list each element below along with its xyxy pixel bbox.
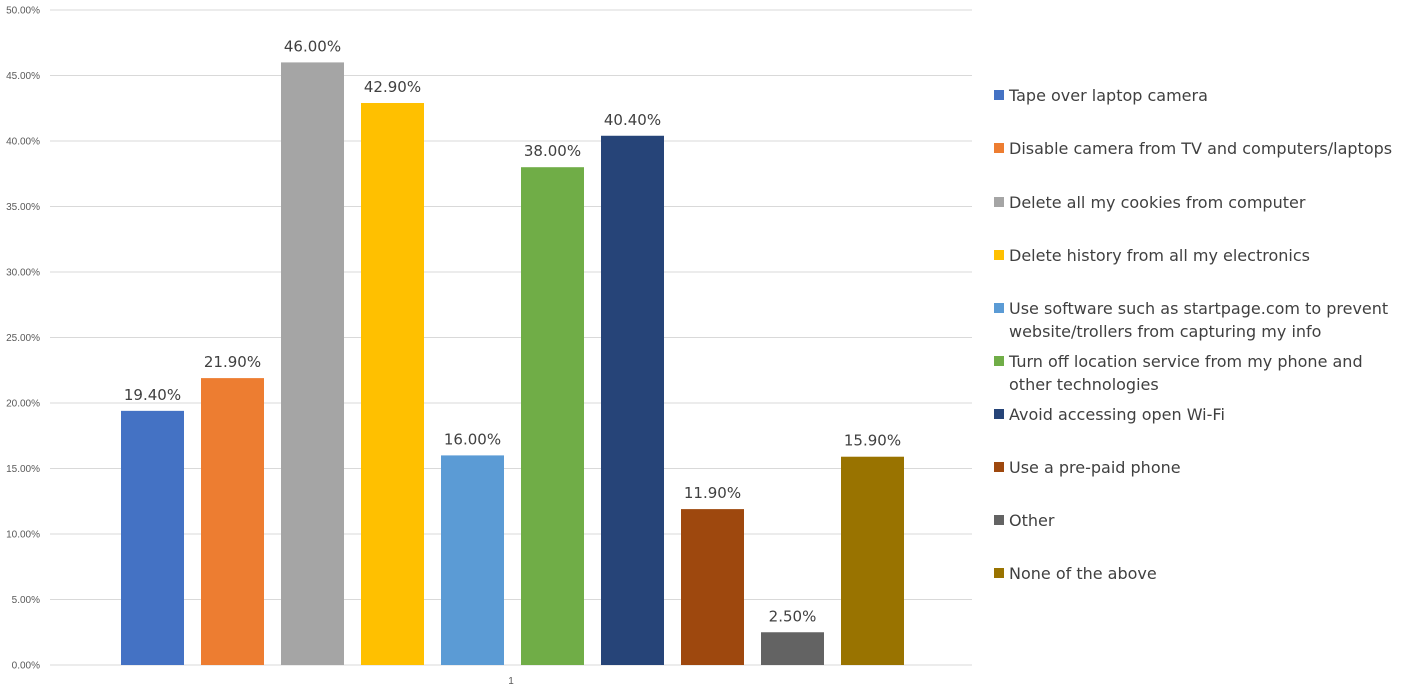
legend-swatch [994, 197, 1004, 207]
data-label: 46.00% [284, 37, 341, 55]
legend-item: Use software such as startpage.com to pr… [994, 297, 1399, 343]
legend-swatch [994, 250, 1004, 260]
y-tick-label: 30.00% [6, 268, 40, 279]
legend-item: Tape over laptop camera [994, 84, 1399, 107]
bar-chart: 0.00% 5.00% 10.00% 15.00% 20.00% 25.00% 30.00%… [6, 6, 972, 687]
legend-item: None of the above [994, 562, 1399, 585]
bar [441, 455, 504, 665]
legend-item: Turn off location service from my phone … [994, 350, 1399, 396]
y-tick-label: 35.00% [6, 202, 40, 213]
bar [521, 167, 584, 665]
data-label: 15.90% [844, 432, 901, 450]
bar [121, 410, 184, 665]
bar [361, 103, 424, 665]
data-label: 11.90% [684, 484, 741, 502]
bar [761, 632, 824, 665]
legend-item: Disable camera from TV and computers/lap… [994, 137, 1399, 160]
legend-label: Use software such as startpage.com to pr… [1009, 299, 1389, 341]
legend-swatch [994, 143, 1004, 153]
legend-swatch [994, 462, 1004, 472]
bar [841, 456, 904, 665]
y-axis-tick-labels: 0.00% 5.00% 10.00% 15.00% 20.00% 25.00% 30.00%… [6, 6, 40, 672]
x-axis-category-labels: 1 [508, 676, 514, 687]
data-label: 21.90% [204, 353, 261, 371]
legend-label: Disable camera from TV and computers/lap… [1009, 139, 1393, 158]
y-tick-label: 5.00% [12, 595, 40, 606]
legend: Tape over laptop camera Disable camera fr… [994, 0, 1399, 694]
legend-swatch [994, 303, 1004, 313]
legend-label: Delete history from all my electronics [1009, 246, 1310, 265]
y-tick-label: 25.00% [6, 333, 40, 344]
bars [121, 62, 904, 665]
legend-swatch [994, 356, 1004, 366]
data-label: 38.00% [524, 142, 581, 160]
bar [681, 509, 744, 665]
legend-item: Delete all my cookies from computer [994, 191, 1399, 214]
legend-label: Tape over laptop camera [1009, 86, 1208, 105]
y-tick-label: 40.00% [6, 137, 40, 148]
legend-label: Turn off location service from my phone … [1009, 352, 1363, 394]
legend-label: Avoid accessing open Wi-Fi [1009, 405, 1225, 424]
data-label: 40.40% [604, 111, 661, 129]
data-labels: 19.40% 21.90% 46.00% 42.90% 16.00% 38.00% 40.4… [124, 37, 901, 625]
y-tick-label: 45.00% [6, 71, 40, 82]
y-tick-label: 10.00% [6, 530, 40, 541]
legend-swatch [994, 90, 1004, 100]
y-tick-label: 0.00% [12, 661, 40, 672]
data-label: 42.90% [364, 78, 421, 96]
legend-item: Other [994, 509, 1399, 532]
legend-swatch [994, 568, 1004, 578]
legend-item: Avoid accessing open Wi-Fi [994, 403, 1399, 426]
gridlines [50, 9, 972, 666]
legend-item: Use a pre-paid phone [994, 456, 1399, 479]
data-label: 19.40% [124, 386, 181, 404]
x-category-label: 1 [508, 676, 514, 687]
bar [601, 135, 664, 665]
y-tick-label: 50.00% [6, 6, 40, 17]
data-label: 2.50% [769, 607, 817, 625]
legend-swatch [994, 409, 1004, 419]
y-tick-label: 15.00% [6, 464, 40, 475]
legend-swatch [994, 515, 1004, 525]
legend-label: None of the above [1009, 564, 1157, 583]
bar [201, 378, 264, 665]
legend-label: Other [1009, 511, 1055, 530]
bar [281, 62, 344, 665]
legend-label: Use a pre-paid phone [1009, 458, 1181, 477]
legend-label: Delete all my cookies from computer [1009, 193, 1306, 212]
legend-item: Delete history from all my electronics [994, 244, 1399, 267]
data-label: 16.00% [444, 430, 501, 448]
y-tick-label: 20.00% [6, 399, 40, 410]
